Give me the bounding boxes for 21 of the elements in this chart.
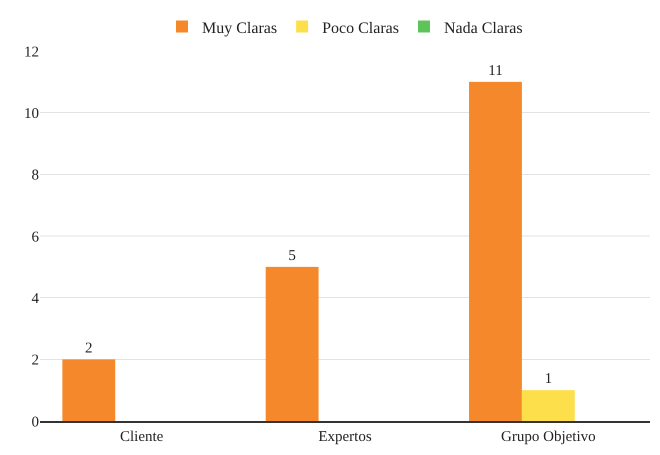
bar	[522, 390, 575, 421]
y-tick-label: 8	[32, 168, 39, 184]
bar	[469, 82, 522, 421]
y-tick-label: 10	[24, 106, 39, 122]
legend-label: Muy Claras	[202, 20, 278, 37]
x-tick-label: Expertos	[318, 428, 372, 445]
y-tick-label: 0	[32, 414, 39, 430]
data-label: 5	[288, 248, 296, 264]
y-tick-label: 2	[32, 352, 39, 369]
bar	[62, 359, 116, 421]
data-label: 1	[544, 371, 552, 388]
data-label: 11	[488, 62, 503, 79]
bar	[266, 266, 319, 421]
x-tick-label: Grupo Objetivo	[501, 428, 596, 445]
data-label: 2	[85, 340, 93, 356]
x-tick-label: Cliente	[120, 428, 164, 445]
legend-label: Nada Claras	[444, 20, 523, 37]
y-tick-label: 4	[32, 290, 40, 307]
y-tick-label: 12	[24, 44, 39, 60]
y-tick-label: 6	[32, 229, 40, 246]
legend-label: Poco Claras	[322, 20, 399, 37]
